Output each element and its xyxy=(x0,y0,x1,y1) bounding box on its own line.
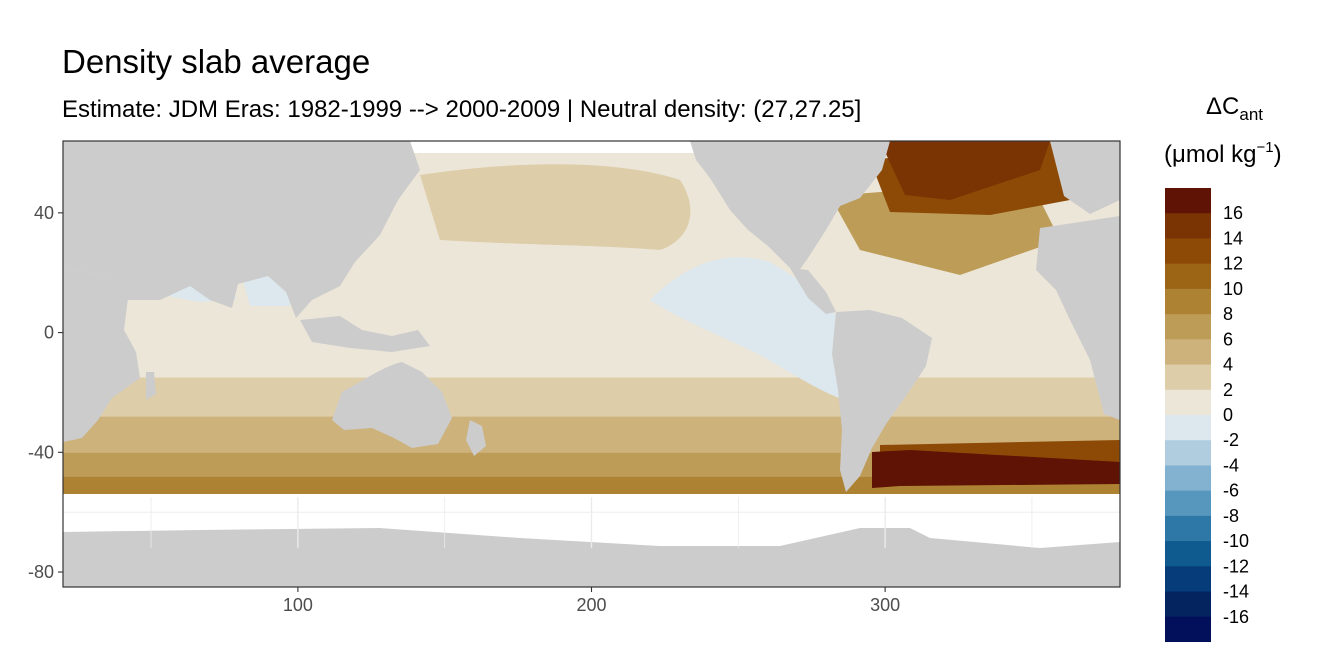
legend-label-16: 16 xyxy=(1223,203,1243,223)
region-north-pacific-4 xyxy=(420,164,691,250)
region-east-pacific-negative xyxy=(650,257,845,400)
legend-label-0: 0 xyxy=(1223,405,1233,425)
legend-bin-2 xyxy=(1165,364,1211,391)
y-tick-label--40: -40 xyxy=(28,442,54,462)
legend-label-8: 8 xyxy=(1223,304,1233,324)
land-mask xyxy=(63,141,1120,587)
ocean-regions xyxy=(168,141,1120,488)
legend-bin-10 xyxy=(1165,263,1211,290)
legend-bin--14 xyxy=(1165,566,1211,593)
legend-bin--12 xyxy=(1165,541,1211,567)
legend-bin--6 xyxy=(1165,465,1211,492)
region-north-atlantic-14 xyxy=(880,141,1050,200)
y-tick-label-40: 40 xyxy=(34,203,54,223)
legend-bin-bottom xyxy=(1165,616,1211,642)
legend-bin-12 xyxy=(1165,238,1211,265)
legend-bin-16 xyxy=(1165,188,1211,214)
legend-bins: 16 14 12 10 8 6 4 2 0 -2 -4 -6 -8 -10 -12 -14 -16 xyxy=(1165,188,1249,642)
legend-label-10: 10 xyxy=(1223,279,1243,299)
band-3 xyxy=(63,377,1120,417)
land-australia xyxy=(332,362,452,448)
land-north-america xyxy=(690,141,890,272)
legend-title: ΔCant xyxy=(1206,93,1263,124)
chart-title: Density slab average xyxy=(62,43,370,80)
x-tick-label-300: 300 xyxy=(870,595,900,615)
x-tick-label-100: 100 xyxy=(283,595,313,615)
y-tick-label--80: -80 xyxy=(28,562,54,582)
region-drake-16 xyxy=(872,450,1120,488)
legend-label--4: -4 xyxy=(1223,455,1239,475)
legend-label-2: 2 xyxy=(1223,380,1233,400)
legend-bin-6 xyxy=(1165,314,1211,340)
legend-label-14: 14 xyxy=(1223,228,1243,248)
legend-bin--4 xyxy=(1165,440,1211,466)
grid-lines xyxy=(63,497,1120,549)
legend-bin-0 xyxy=(1165,389,1211,416)
legend-label--6: -6 xyxy=(1223,481,1239,501)
legend: ΔCant (μmol kg−1) 16 14 12 10 8 6 4 2 0 -2 -4 -6 -8 -… xyxy=(1164,93,1282,642)
land-south-america xyxy=(832,310,932,492)
legend-bin--8 xyxy=(1165,490,1211,517)
land-new-zealand xyxy=(466,420,486,456)
land-indonesia xyxy=(300,316,430,352)
y-axis: 40 0 -40 -80 xyxy=(28,203,63,582)
legend-label--12: -12 xyxy=(1223,556,1249,576)
legend-label--16: -16 xyxy=(1223,607,1249,627)
legend-label--14: -14 xyxy=(1223,582,1249,602)
legend-bin--16 xyxy=(1165,591,1211,618)
land-greenland xyxy=(1050,141,1120,214)
land-central-america xyxy=(790,268,836,314)
legend-unit: (μmol kg−1) xyxy=(1164,139,1282,168)
land-africa xyxy=(63,268,140,442)
land-africa-east-wrap xyxy=(1036,216,1120,420)
chart-subtitle: Estimate: JDM Eras: 1982-1999 --> 2000-2… xyxy=(62,96,861,123)
legend-bin-4 xyxy=(1165,339,1211,366)
legend-bin-14 xyxy=(1165,213,1211,239)
legend-label-4: 4 xyxy=(1223,355,1233,375)
land-asia xyxy=(63,141,420,318)
y-tick-label-0: 0 xyxy=(44,323,54,343)
legend-bin--10 xyxy=(1165,515,1211,542)
legend-label--2: -2 xyxy=(1223,430,1239,450)
legend-label--10: -10 xyxy=(1223,531,1249,551)
land-madagascar xyxy=(146,372,156,400)
legend-label--8: -8 xyxy=(1223,506,1239,526)
legend-label-12: 12 xyxy=(1223,254,1243,274)
legend-bin--2 xyxy=(1165,415,1211,441)
plot-area xyxy=(63,141,1120,587)
x-tick-label-200: 200 xyxy=(576,595,606,615)
x-axis: 100 200 300 xyxy=(283,587,900,615)
legend-label-6: 6 xyxy=(1223,329,1233,349)
legend-bin-8 xyxy=(1165,288,1211,315)
land-antarctica xyxy=(63,518,1120,587)
